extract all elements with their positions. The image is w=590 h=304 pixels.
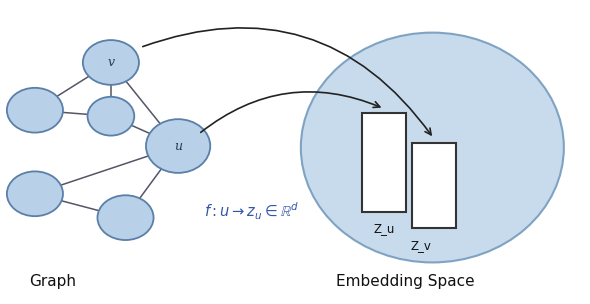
Text: Graph: Graph xyxy=(29,274,76,289)
Text: v: v xyxy=(107,56,114,69)
Bar xyxy=(362,113,406,212)
Ellipse shape xyxy=(301,33,564,262)
FancyArrowPatch shape xyxy=(201,92,380,132)
Text: u: u xyxy=(174,140,182,153)
FancyArrowPatch shape xyxy=(143,28,431,135)
Ellipse shape xyxy=(146,119,210,173)
Bar xyxy=(412,143,455,228)
Ellipse shape xyxy=(83,40,139,85)
Text: Z_v: Z_v xyxy=(410,239,431,251)
Ellipse shape xyxy=(7,171,63,216)
Ellipse shape xyxy=(97,195,153,240)
Ellipse shape xyxy=(7,88,63,133)
Text: $f: u \rightarrow z_u \in \mathbb{R}^d$: $f: u \rightarrow z_u \in \mathbb{R}^d$ xyxy=(204,201,300,223)
Text: Embedding Space: Embedding Space xyxy=(336,274,474,289)
Ellipse shape xyxy=(87,97,135,136)
Text: Z_u: Z_u xyxy=(373,222,395,235)
